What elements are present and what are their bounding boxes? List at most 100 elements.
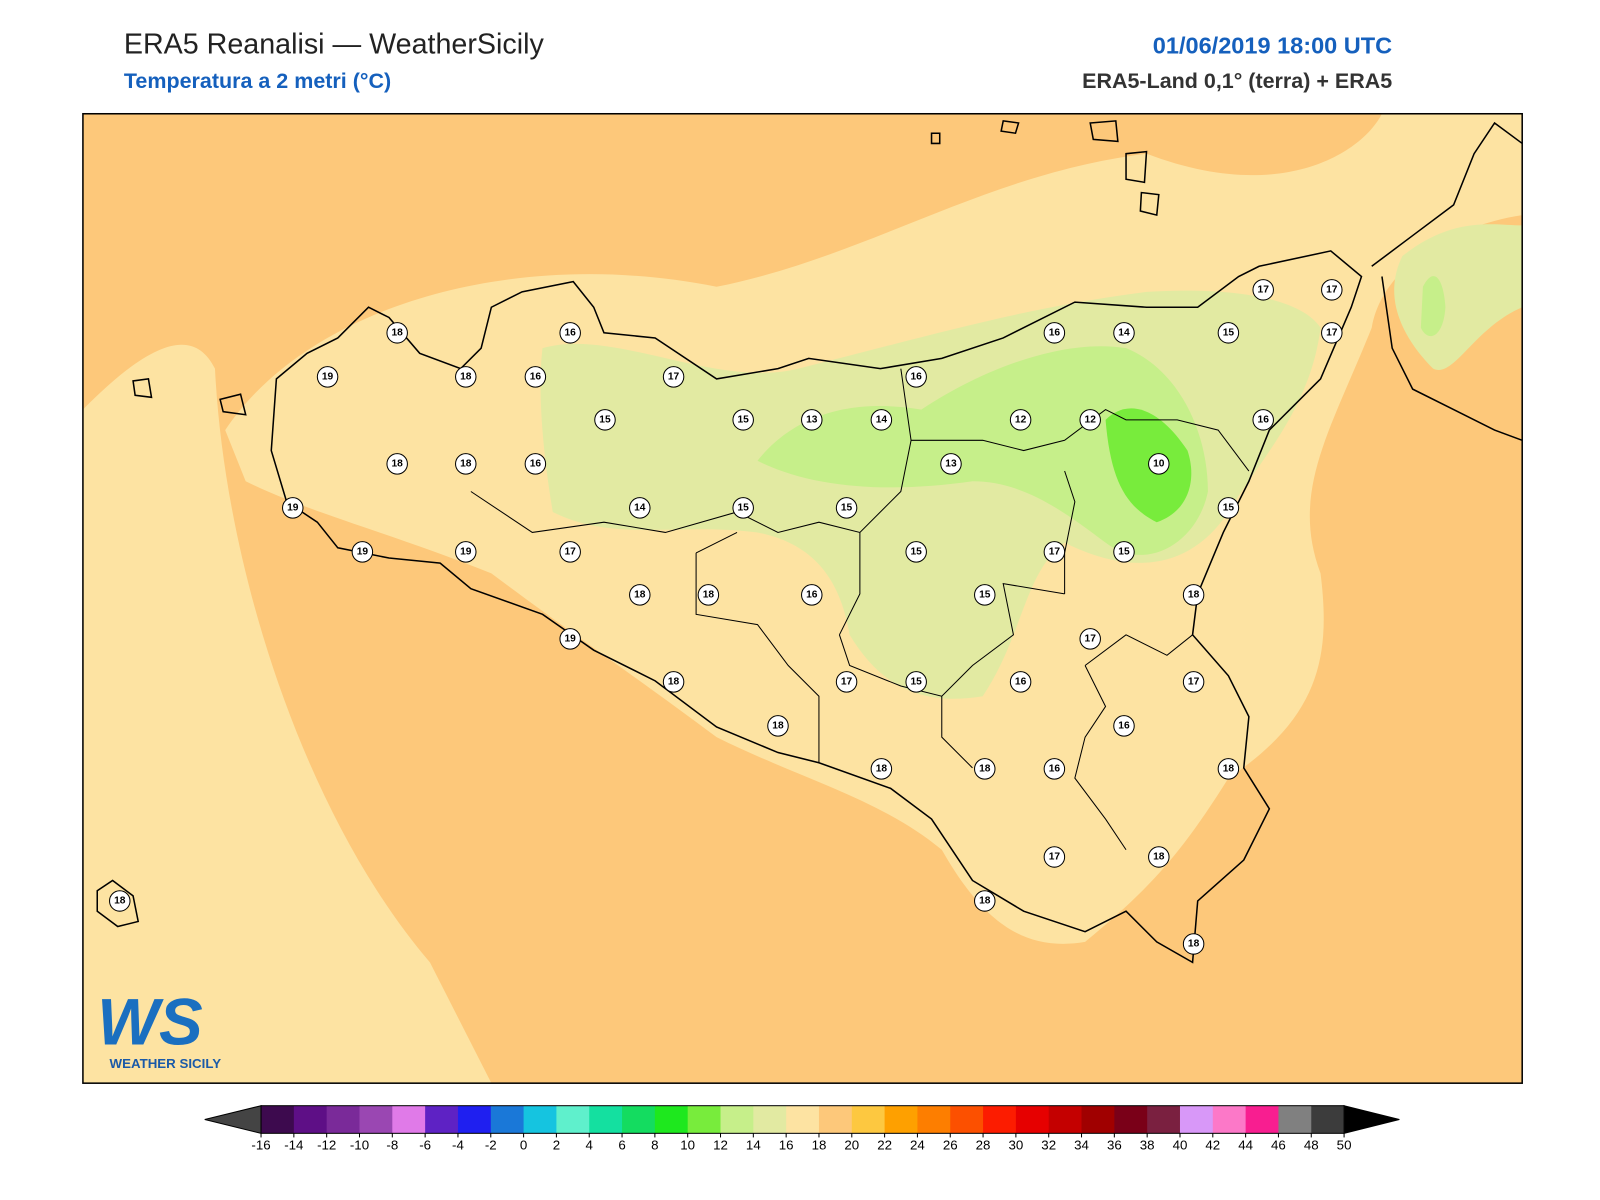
station-value: 16 — [564, 327, 576, 338]
station-value: 17 — [1188, 676, 1200, 687]
station-marker — [662, 671, 685, 693]
station-marker — [1148, 846, 1170, 868]
station-value: 15 — [1223, 327, 1235, 338]
colorbar-tick-label: -4 — [452, 1138, 464, 1153]
station: 18 — [662, 671, 685, 693]
station-marker — [1113, 541, 1135, 563]
islands — [96, 120, 1160, 928]
colorbar-segment — [851, 1105, 886, 1134]
station-marker — [1079, 628, 1101, 650]
station-value: 15 — [737, 414, 749, 425]
station: 18 — [1148, 846, 1170, 868]
station-marker — [455, 453, 477, 475]
colorbar-tick-label: 24 — [910, 1138, 925, 1153]
station: 18 — [386, 453, 408, 475]
station-marker — [1043, 322, 1066, 344]
colorbar-segment — [523, 1105, 557, 1134]
station-value: 18 — [460, 371, 472, 382]
station: 17 — [1182, 671, 1205, 693]
station: 18 — [386, 322, 408, 344]
colorbar-tick-label: -8 — [386, 1138, 398, 1153]
station: 18 — [1217, 758, 1240, 780]
station-marker — [1113, 715, 1135, 737]
station-value: 16 — [530, 458, 542, 469]
station: 16 — [1113, 715, 1135, 737]
station-marker — [629, 497, 651, 519]
station-value: 18 — [703, 589, 715, 600]
title: ERA5 Reanalisi — WeatherSicily — [124, 28, 545, 60]
station-value: 18 — [1188, 938, 1200, 949]
station: 18 — [974, 890, 996, 912]
station-marker — [1321, 279, 1343, 301]
station-value: 16 — [1049, 763, 1061, 774]
station: 17 — [559, 541, 581, 563]
colorbar-segment — [261, 1105, 295, 1134]
station: 12 — [1009, 409, 1032, 431]
station-marker — [732, 409, 754, 431]
colorbar-segment — [884, 1105, 918, 1134]
station-value: 18 — [391, 327, 403, 338]
station: 19 — [559, 628, 581, 650]
station-value: 16 — [530, 371, 542, 382]
station-marker — [905, 541, 927, 563]
station-marker — [1079, 409, 1101, 431]
station-marker — [974, 758, 996, 780]
station-value: 16 — [1258, 414, 1270, 425]
colorbar-segment — [950, 1105, 984, 1134]
logo-initials: WS — [97, 985, 203, 1058]
map-frame — [82, 112, 1523, 1084]
station: 14 — [629, 497, 651, 519]
source: ERA5-Land 0,1° (terra) + ERA5 — [1082, 69, 1392, 93]
colorbar-tick-label: 38 — [1140, 1138, 1155, 1153]
colorbar-segment — [293, 1105, 328, 1134]
colorbar-tick-label: 22 — [877, 1138, 892, 1153]
station-marker — [1182, 584, 1205, 606]
station-value: 18 — [1188, 589, 1200, 600]
station: 17 — [662, 366, 685, 388]
station: 16 — [1009, 671, 1032, 693]
colorbar-segment — [622, 1105, 656, 1134]
colorbar-tick-label: -16 — [251, 1138, 270, 1153]
station-marker — [559, 628, 581, 650]
station-marker — [940, 453, 962, 475]
colorbar-tick-label: 44 — [1238, 1138, 1253, 1153]
colorbar-tick-label: 50 — [1337, 1138, 1352, 1153]
colorbar-segment — [1278, 1105, 1312, 1134]
station-value: 16 — [1118, 720, 1130, 731]
station-value: 15 — [910, 546, 922, 557]
colorbar-segment — [983, 1105, 1017, 1134]
station: 17 — [1252, 279, 1274, 301]
calabria-coast — [1371, 121, 1523, 442]
colorbar-segment — [687, 1105, 722, 1134]
station-value: 16 — [1015, 676, 1027, 687]
station: 15 — [1113, 541, 1135, 563]
station-marker — [455, 541, 477, 563]
station-value: 15 — [1118, 546, 1130, 557]
station-marker — [282, 497, 304, 519]
station-value: 15 — [979, 589, 991, 600]
colorbar-segment — [392, 1105, 426, 1134]
station-marker — [1321, 322, 1343, 344]
colorbar-tick-label: 18 — [812, 1138, 827, 1153]
station-marker — [109, 890, 131, 912]
station: 13 — [801, 409, 823, 431]
station-marker — [1043, 758, 1066, 780]
station-value: 19 — [460, 546, 472, 557]
colorbar-tick-label: -10 — [350, 1138, 369, 1153]
station-marker — [1043, 541, 1066, 563]
colorbar-tick-label: -2 — [485, 1138, 497, 1153]
station: 16 — [559, 322, 581, 344]
station-marker — [801, 409, 823, 431]
colorbar-segment — [654, 1105, 689, 1134]
colorbar-segment — [1212, 1105, 1247, 1134]
station: 18 — [697, 584, 720, 606]
colorbar-segment — [917, 1105, 951, 1134]
station-marker — [1009, 671, 1032, 693]
station-value: 18 — [1223, 763, 1235, 774]
station: 15 — [905, 671, 927, 693]
station-marker — [835, 671, 858, 693]
station: 18 — [109, 890, 131, 912]
station-value: 18 — [772, 720, 784, 731]
station: 18 — [629, 584, 651, 606]
